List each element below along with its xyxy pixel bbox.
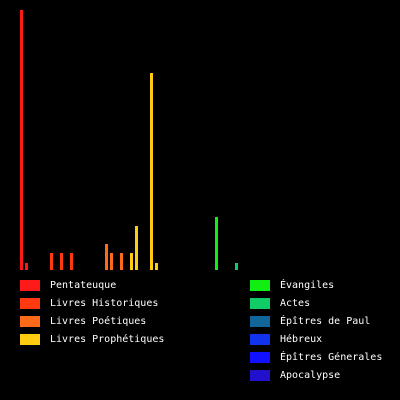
legend-swatch [250, 352, 270, 363]
legend-label: Livres Poétiques [50, 316, 147, 327]
legend-swatch [250, 334, 270, 345]
legend-swatch [20, 334, 40, 345]
legend-swatch [250, 370, 270, 381]
legend-label: Pentateuque [50, 280, 117, 291]
legend-label: Hébreux [280, 334, 323, 345]
legend-swatch [250, 298, 270, 309]
legend-label: Apocalypse [280, 370, 341, 381]
legend-swatch [20, 316, 40, 327]
bar-3-0 [130, 253, 133, 270]
bar-5-0 [235, 263, 238, 270]
bar-1-3 [60, 253, 63, 270]
bar-2-1 [110, 253, 113, 270]
legend-swatch [250, 316, 270, 327]
bar-3-1 [135, 226, 138, 270]
bar-0-0 [20, 10, 23, 270]
legend-label: Évangiles [280, 280, 335, 291]
bar-1-1 [50, 253, 53, 270]
bar-0-1 [25, 263, 28, 270]
bar-2-0 [105, 244, 108, 270]
bar-1-5 [70, 253, 73, 270]
legend-label: Livres Historiques [50, 298, 159, 309]
legend-swatch [250, 280, 270, 291]
bar-3-5 [155, 263, 158, 270]
bar-3-4 [150, 73, 153, 270]
legend-label: Épîtres Génerales [280, 352, 383, 363]
legend-swatch [20, 280, 40, 291]
legend-label: Actes [280, 298, 311, 309]
legend-swatch [20, 298, 40, 309]
bar-2-3 [120, 253, 123, 270]
legend-label: Livres Prophétiques [50, 334, 165, 345]
bar-4-0 [215, 217, 218, 270]
legend-label: Épîtres de Paul [280, 316, 371, 327]
